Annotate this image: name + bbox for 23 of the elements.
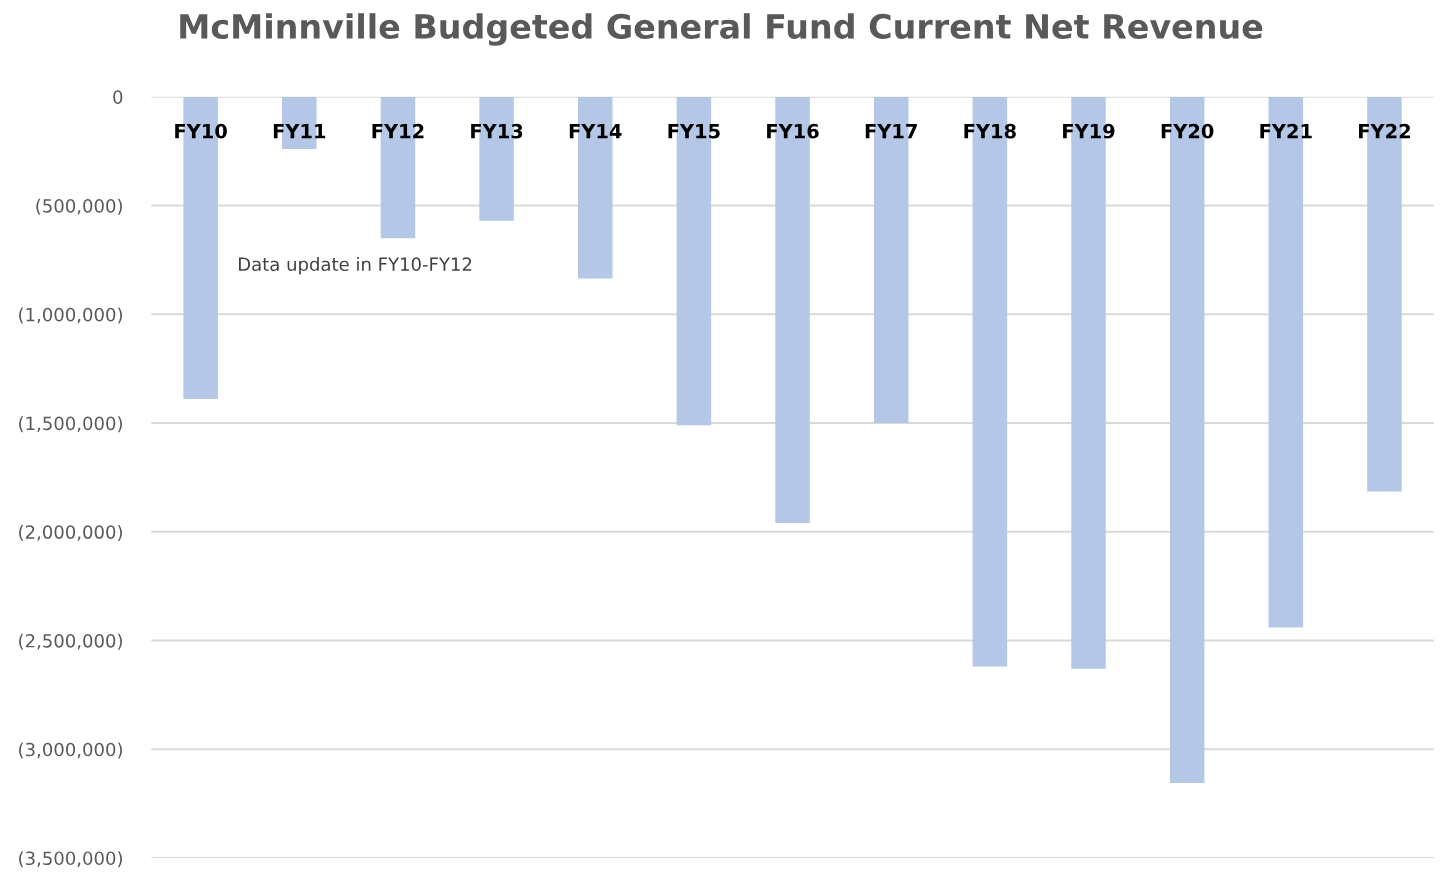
x-tick-label: FY11	[273, 124, 326, 139]
x-tick-label: FY12	[372, 123, 424, 139]
y-tick-label: (2,000,000)	[19, 524, 122, 542]
x-tick-label: FY21	[1260, 123, 1312, 139]
x-tick-label: FY17	[865, 124, 917, 139]
y-tick-label: (3,000,000)	[19, 742, 122, 759]
x-tick-label: FY20	[1161, 123, 1214, 139]
y-tick-label: (1,000,000)	[19, 307, 122, 324]
x-tick-label: FY18	[964, 123, 1016, 139]
x-tick-label: FY16	[767, 123, 819, 139]
y-tick-label: (1,500,000)	[19, 416, 122, 433]
x-tick-label: FY19	[1063, 123, 1115, 139]
x-tick-label: FY22	[1359, 123, 1410, 139]
y-tick-label: (2,500,000)	[19, 633, 122, 650]
y-tick-label: (3,500,000)	[19, 851, 122, 868]
y-tick-label: 0	[113, 90, 123, 104]
x-tick-label: FY14	[569, 124, 622, 139]
x-tick-label: FY13	[471, 123, 523, 139]
chart-title: McMinnville Budgeted General Fund Current Net Revenue	[180, 13, 1263, 46]
y-tick-label: (500,000)	[36, 198, 122, 215]
annotation: Data update in FY10-FY12	[239, 257, 472, 275]
x-tick-label: FY10	[175, 123, 227, 139]
x-tick-label: FY15	[668, 124, 720, 139]
